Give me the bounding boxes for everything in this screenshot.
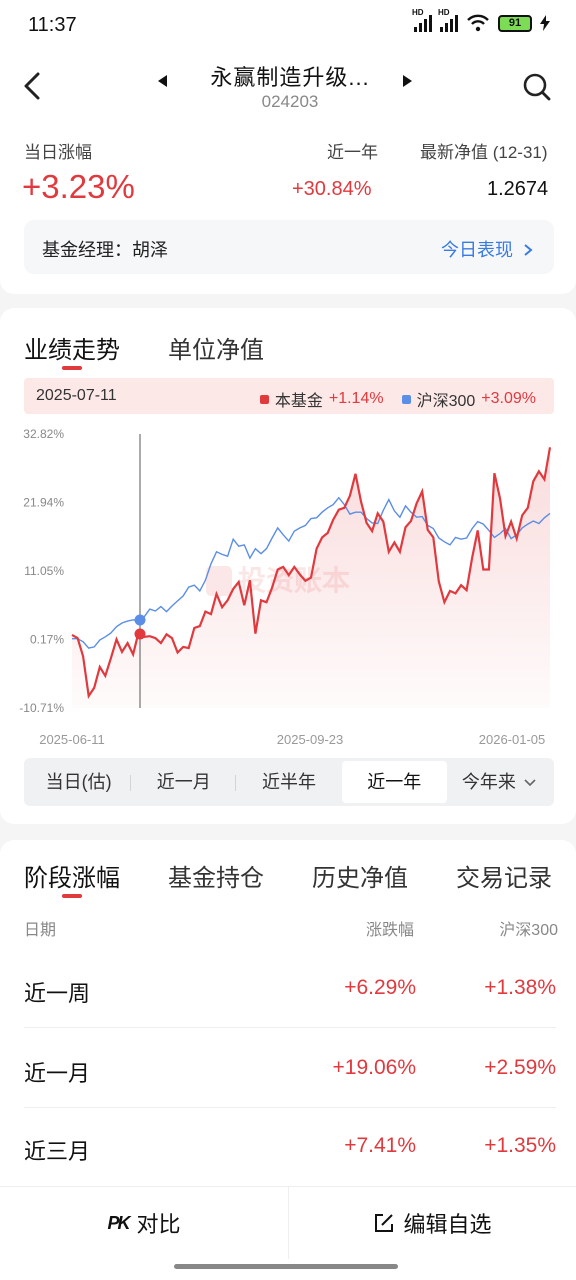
index-legend-name: 沪深300 <box>416 393 476 410</box>
column-change: 涨跌幅 <box>365 922 414 939</box>
range-tab-1y[interactable]: 近一年 <box>341 761 447 803</box>
fund-crosshair-point <box>134 628 146 640</box>
today-change-label: 当日涨幅 <box>24 143 92 162</box>
chevron-left-icon <box>24 72 40 100</box>
series-fund-line <box>71 447 552 700</box>
search-icon <box>523 73 551 101</box>
wifi-icon <box>467 14 489 32</box>
y-tick-label: 11.05% <box>24 564 64 578</box>
row-period: 近一月 <box>24 1061 91 1086</box>
index-legend-swatch <box>401 394 411 404</box>
year-change-label: 近一年 <box>327 143 378 162</box>
legend-items: 本基金 +1.14% 沪深300 +3.09% <box>259 387 536 411</box>
fund-code: 024203 <box>261 92 319 111</box>
edit-icon <box>375 1214 394 1232</box>
manager-row[interactable]: 基金经理：胡泽 今日表现 <box>24 220 554 274</box>
row-index: +2.59% <box>484 1056 556 1079</box>
status-time: 11:37 <box>28 14 77 36</box>
row-period: 近三月 <box>24 1139 91 1164</box>
chart-card: 业绩走势 单位净值 2025-07-11 本基金 +1.14% 沪深300 +3… <box>0 308 576 824</box>
tab-transactions[interactable]: 交易记录 <box>456 865 552 892</box>
tab-stage-returns[interactable]: 阶段涨幅 <box>24 865 120 892</box>
row-index: +1.35% <box>484 1134 556 1157</box>
status-bar: 11:37 HD HD 91 <box>0 0 576 52</box>
search-button[interactable] <box>522 72 552 102</box>
pk-icon: PK <box>107 1212 130 1233</box>
fund-manager: 基金经理：胡泽 <box>42 240 168 260</box>
tab-unit-nav[interactable]: 单位净值 <box>168 337 264 364</box>
table-row: 近一月 +19.06% +2.59% <box>24 1030 556 1108</box>
range-tab-today-est[interactable]: 当日(估) <box>26 761 132 803</box>
triangle-right-icon <box>403 75 412 87</box>
range-tab-1m[interactable]: 近一月 <box>131 761 237 803</box>
fund-name: 永赢制造升级... <box>210 65 370 90</box>
edit-watchlist-label: 编辑自选 <box>403 1212 492 1237</box>
tab-performance[interactable]: 业绩走势 <box>24 337 120 364</box>
y-tick-label: -10.71% <box>19 701 64 715</box>
legend-date: 2025-07-11 <box>36 387 117 404</box>
row-period: 近一周 <box>24 981 91 1006</box>
table-row: 近一周 +6.29% +1.38% <box>24 950 556 1028</box>
chart-legend-bar: 2025-07-11 本基金 +1.14% 沪深300 +3.09% <box>24 378 554 414</box>
compare-button[interactable]: PK 对比 <box>0 1187 288 1259</box>
header: 永赢制造升级... 024203 <box>0 52 576 122</box>
range-tab-6m[interactable]: 近半年 <box>262 772 316 792</box>
signal-icon-2: HD <box>438 8 458 32</box>
index-legend-value: +3.09% <box>481 390 536 407</box>
battery-icon: 91 <box>498 14 532 32</box>
next-fund-button[interactable] <box>402 74 414 91</box>
fund-legend-name: 本基金 <box>274 393 323 410</box>
charging-icon <box>540 15 550 31</box>
range-tab-ytd[interactable]: 今年来 <box>447 761 552 803</box>
fund-legend-value: +1.14% <box>328 390 384 407</box>
today-performance-label: 今日表现 <box>440 240 513 260</box>
y-tick-label: 32.82% <box>23 427 64 441</box>
latest-nav-value: 1.2674 <box>487 178 549 200</box>
row-change: +6.29% <box>344 976 416 999</box>
column-date: 日期 <box>24 922 57 939</box>
edit-watchlist-button[interactable]: 编辑自选 <box>288 1187 576 1259</box>
y-tick-label: 21.94% <box>23 496 64 510</box>
range-tab-ytd-label: 今年来 <box>461 772 516 792</box>
row-index: +1.38% <box>484 976 556 999</box>
compare-label: 对比 <box>136 1212 181 1237</box>
back-button[interactable] <box>18 68 50 104</box>
x-tick-label: 2025-09-23 <box>277 732 344 747</box>
prev-fund-button[interactable] <box>156 74 168 91</box>
active-tab-indicator <box>62 366 82 370</box>
series-index-line <box>72 496 551 649</box>
year-change-value: +30.84% <box>292 178 372 200</box>
stage-card: 阶段涨幅 基金持仓 历史净值 交易记录 日期 涨跌幅 沪深300 近一周 +6.… <box>0 840 576 1200</box>
triangle-left-icon <box>158 75 167 87</box>
latest-nav-label: 最新净值 (12-31) <box>420 143 548 162</box>
column-index: 沪深300 <box>499 922 558 939</box>
tab-holdings[interactable]: 基金持仓 <box>168 865 264 892</box>
y-tick-label: 0.17% <box>30 633 64 647</box>
active-stage-tab-indicator <box>62 894 82 898</box>
home-indicator <box>174 1264 398 1269</box>
today-change-value: +3.23% <box>22 168 135 205</box>
chevron-down-icon <box>524 779 536 787</box>
table-row: 近三月 +7.41% +1.35% <box>24 1108 556 1186</box>
range-tabs: 当日(估) 近一月 近半年 近一年 今年来 <box>24 758 554 806</box>
signal-icon: HD <box>412 8 432 32</box>
status-icons: HD HD 91 <box>412 8 550 32</box>
row-change: +19.06% <box>332 1056 417 1079</box>
fund-legend-swatch <box>259 394 269 404</box>
summary-card: 当日涨幅 近一年 最新净值 (12-31) +3.23% +30.84% 1.2… <box>0 122 576 294</box>
x-tick-label: 2025-06-11 <box>39 732 105 747</box>
tab-history-nav[interactable]: 历史净值 <box>312 865 408 892</box>
x-tick-label: 2026-01-05 <box>479 732 546 747</box>
row-change: +7.41% <box>344 1134 416 1157</box>
index-crosshair-point <box>134 614 146 626</box>
performance-chart[interactable]: 32.82%21.94%11.05%0.17%-10.71% 投资账本 2025… <box>0 418 576 748</box>
chevron-right-icon <box>524 244 533 256</box>
today-performance-link[interactable]: 今日表现 <box>441 236 534 262</box>
